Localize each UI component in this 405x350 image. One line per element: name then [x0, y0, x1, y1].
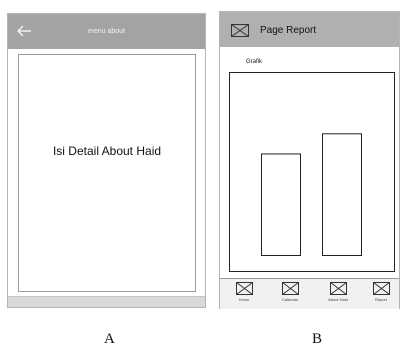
tab-calendar[interactable]: Calendar	[270, 282, 310, 302]
back-arrow-icon[interactable]	[16, 24, 32, 38]
placeholder-image-icon	[281, 282, 299, 295]
grafik-label: Grafik	[246, 59, 263, 65]
caption-a: A	[104, 331, 115, 347]
tab-home-label: Home	[238, 297, 250, 302]
caption-b: B	[312, 331, 323, 347]
placeholder-image-icon	[235, 282, 253, 295]
bottom-tab-bar: Home Calendar About Haid Report	[220, 278, 399, 309]
report-header-title: Page Report	[260, 25, 317, 36]
about-header-title: menu about	[88, 28, 125, 35]
report-bar-chart	[229, 72, 395, 272]
tab-home[interactable]: Home	[224, 282, 264, 302]
tab-calendar-label: Calendar	[281, 297, 299, 302]
tab-report-label: Report	[374, 297, 387, 302]
placeholder-image-icon	[329, 282, 347, 295]
chart-frame	[229, 72, 395, 272]
tab-report[interactable]: Report	[361, 282, 401, 302]
chart-bar-2	[322, 133, 362, 256]
placeholder-image-icon	[231, 24, 249, 37]
about-header: menu about	[8, 14, 205, 49]
about-detail-text: Isi Detail About Haid	[52, 144, 162, 158]
chart-bar-1	[261, 153, 301, 256]
report-header: Page Report	[220, 12, 399, 47]
about-detail-content: Isi Detail About Haid	[18, 54, 196, 292]
placeholder-image-icon	[372, 282, 390, 295]
screen-a-about-menu: menu about Isi Detail About Haid	[7, 13, 206, 308]
bottom-bar	[8, 296, 205, 307]
tab-about-haid-label: About Haid	[328, 297, 348, 302]
screen-b-report-page: Page Report Grafik Home Calendar A	[219, 11, 400, 309]
tab-about-haid[interactable]: About Haid	[318, 282, 358, 302]
